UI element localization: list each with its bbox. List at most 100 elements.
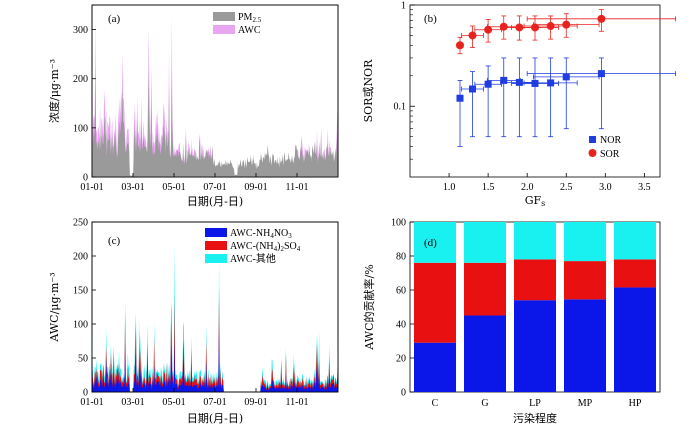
sor-point (499, 22, 508, 31)
nor-point (547, 79, 555, 87)
awc-nh42so4-area (92, 288, 338, 392)
panel-d: 0 20 40 60 80 100 C G LP MP HP (d) AWC的贡献率/% 污染程度 (362, 218, 661, 425)
panel-d-bars (414, 222, 656, 392)
legend-pm25-swatch (213, 12, 235, 21)
bar-HP-0 (614, 287, 656, 392)
x-tick-label: 09-01 (244, 397, 267, 408)
y-tick-label: 20 (396, 354, 406, 365)
bar-G-0 (464, 315, 506, 392)
x-tick-label: 05-01 (162, 397, 185, 408)
bar-C-1 (414, 262, 456, 343)
legend-other-label: AWC-其他 (230, 252, 276, 265)
x-tick-label: 05-01 (162, 182, 185, 193)
panel-a-x-axis: 01-01 03-01 05-01 07-01 09-01 11-01 (80, 173, 308, 193)
panel-c-label: (c) (108, 235, 121, 247)
panel-a-xlabel: 日期(月-日) (187, 195, 243, 208)
sor-point (484, 25, 493, 34)
nor-point (597, 70, 605, 78)
y-tick-label: 40 (396, 320, 406, 331)
y-tick-label: 0 (83, 173, 88, 184)
panel-c: 0 50 100 150 200 250 01-01 03-01 05-01 07-01 09-0… (48, 218, 339, 425)
bar-C-0 (414, 342, 456, 392)
bar-G-1 (464, 262, 506, 316)
y-tick-label: 150 (73, 286, 88, 297)
x-tick-label: 1.5 (482, 182, 495, 193)
panel-a-series (92, 17, 338, 177)
panel-c-xlabel: 日期(月-日) (187, 412, 243, 425)
x-tick-label: LP (529, 398, 541, 409)
nor-point (515, 78, 523, 86)
y-tick-label: 100 (73, 123, 88, 134)
y-tick-label: 300 (73, 25, 88, 36)
y-tick-label: 80 (396, 252, 406, 263)
x-tick-label: MP (578, 398, 593, 409)
panel-b-x-axis: 1.0 1.5 2.0 2.5 3.0 3.5 (443, 173, 651, 193)
bar-MP-0 (564, 299, 606, 392)
bar-HP-1 (614, 259, 656, 288)
panel-b-ylabel: SOR或NOR (362, 59, 375, 122)
y-tick-label: 100 (391, 218, 406, 229)
panel-a-label: (a) (108, 13, 121, 25)
nor-point (500, 76, 508, 84)
legend-sor-marker (588, 149, 597, 157)
nor-point (562, 73, 570, 81)
panel-b-xlabel: GFs (525, 194, 546, 208)
y-tick-label: 1 (401, 1, 406, 12)
x-tick-label: 2.0 (521, 182, 534, 193)
x-tick-label: C (432, 398, 439, 409)
panel-b-y-axis: 0.11 (394, 1, 415, 160)
nor-point (469, 85, 476, 93)
legend-awc-label: AWC (238, 25, 261, 36)
legend-nh42so4-swatch (205, 241, 227, 250)
y-tick-label: 60 (396, 286, 406, 297)
awc-other-area (92, 242, 338, 392)
bar-MP-2 (564, 222, 606, 262)
y-tick-label: 100 (73, 320, 88, 331)
x-tick-label: 11-01 (286, 182, 309, 193)
panel-b-label: (b) (424, 13, 437, 25)
x-tick-label: 01-01 (80, 182, 103, 193)
x-tick-label: HP (629, 398, 642, 409)
panel-d-y-axis: 0 20 40 60 80 100 (391, 218, 414, 399)
legend-nh4no3-label: AWC-NH4NO3 (230, 228, 292, 240)
pm25-area (92, 65, 338, 177)
panel-b-series (456, 9, 677, 147)
x-tick-label: 03-01 (121, 397, 144, 408)
x-tick-label: 07-01 (203, 182, 226, 193)
legend-nor-label: NOR (600, 135, 621, 146)
panel-d-ylabel: AWC的贡献率/% (362, 264, 376, 350)
legend-nh42so4-label: AWC-(NH4)2SO4 (230, 241, 301, 253)
legend-other-swatch (205, 254, 227, 263)
x-tick-label: 03-01 (121, 182, 144, 193)
legend-nor-marker (589, 136, 596, 143)
x-tick-label: 09-01 (244, 182, 267, 193)
x-tick-label: 2.5 (560, 182, 573, 193)
y-tick-label: 50 (78, 354, 88, 365)
x-tick-label: 1.0 (443, 182, 456, 193)
legend-pm25-label: PM2.5 (238, 12, 262, 24)
panel-d-xlabel: 污染程度 (513, 411, 557, 425)
panel-d-x-axis: C G LP MP HP (432, 398, 642, 409)
panel-a-ylabel: 浓度/μg·m⁻³ (47, 59, 61, 123)
nor-point (531, 79, 539, 87)
awc-nh4no3-area (92, 324, 338, 392)
sor-point (597, 14, 606, 23)
panel-d-label: (d) (424, 237, 437, 249)
panel-c-x-axis: 01-01 03-01 05-01 07-01 09-01 11-01 (80, 388, 308, 408)
panel-c-ylabel: AWC/μg·m⁻³ (48, 272, 61, 342)
panel-a: 0 100 200 300 01-01 03-01 05-01 07-01 09-01 11-0… (47, 4, 339, 208)
bar-LP-1 (514, 259, 556, 301)
y-tick-label: 200 (73, 252, 88, 263)
bar-MP-1 (564, 261, 606, 300)
nor-point (484, 80, 492, 88)
bar-HP-2 (614, 222, 656, 260)
y-tick-label: 0 (401, 388, 406, 399)
sor-point (546, 22, 555, 31)
bar-LP-0 (514, 300, 556, 392)
bar-C-2 (414, 222, 456, 263)
y-tick-label: 200 (73, 74, 88, 85)
sor-point (562, 20, 571, 29)
sor-point (456, 41, 464, 50)
x-tick-label: 01-01 (80, 397, 103, 408)
panel-a-y-axis: 0 100 200 300 (73, 25, 96, 184)
